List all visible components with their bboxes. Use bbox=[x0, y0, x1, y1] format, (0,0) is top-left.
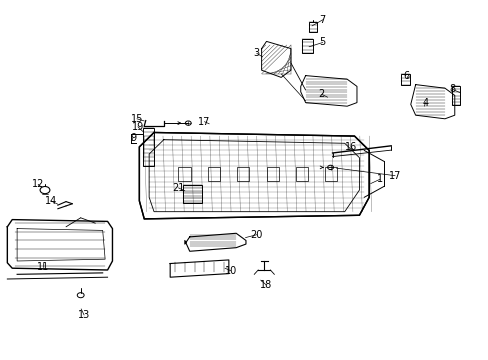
Text: 18: 18 bbox=[260, 280, 272, 290]
Text: 13: 13 bbox=[78, 310, 90, 320]
Text: 7: 7 bbox=[319, 15, 325, 25]
Text: 9: 9 bbox=[130, 132, 136, 143]
Bar bbox=[207, 167, 220, 181]
Text: 4: 4 bbox=[422, 98, 427, 108]
Text: 8: 8 bbox=[448, 84, 454, 94]
Bar bbox=[266, 167, 278, 181]
Bar bbox=[178, 167, 190, 181]
Text: 2: 2 bbox=[318, 89, 324, 99]
Text: 21: 21 bbox=[172, 183, 184, 193]
Text: 16: 16 bbox=[344, 142, 357, 152]
Text: 19: 19 bbox=[131, 122, 144, 132]
Bar bbox=[142, 128, 153, 166]
Text: 11: 11 bbox=[37, 262, 49, 272]
Text: 17: 17 bbox=[388, 171, 401, 181]
Bar bbox=[295, 167, 307, 181]
Text: 20: 20 bbox=[250, 230, 263, 240]
Bar bbox=[325, 167, 337, 181]
Text: 5: 5 bbox=[319, 37, 325, 48]
Text: 12: 12 bbox=[32, 179, 44, 189]
Text: 15: 15 bbox=[130, 114, 143, 124]
Text: 1: 1 bbox=[376, 174, 382, 184]
Text: 14: 14 bbox=[44, 196, 57, 206]
Text: 3: 3 bbox=[253, 48, 259, 58]
Text: 17: 17 bbox=[198, 117, 210, 127]
Text: 6: 6 bbox=[403, 71, 409, 81]
Text: 10: 10 bbox=[224, 266, 237, 276]
Bar bbox=[237, 167, 249, 181]
